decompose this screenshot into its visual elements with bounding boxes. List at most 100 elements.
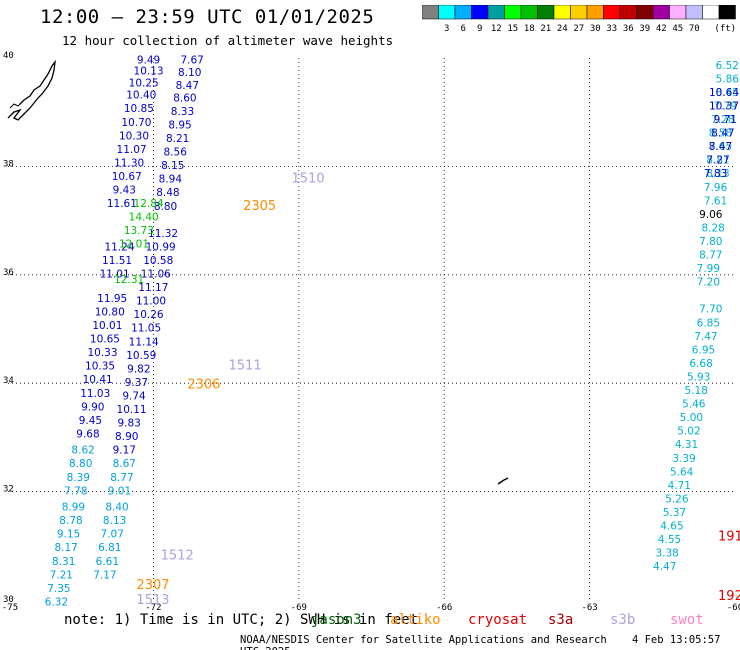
pass-time-label: 2306 [187, 378, 220, 393]
wave-height-value: 8.67 [113, 458, 136, 470]
wave-height-value: 4.65 [660, 521, 683, 533]
wave-height-value: 9.37 [125, 377, 148, 389]
wave-height-value: 7.83 [704, 168, 727, 180]
mission-s3b: s3b [610, 612, 636, 628]
wave-height-value: 8.45 [716, 87, 739, 99]
wave-height-value: 10.26 [134, 309, 164, 321]
wave-height-value: 7.47 [694, 331, 717, 343]
wave-height-value: 8.48 [156, 187, 179, 199]
scale-label: 30 [590, 24, 601, 34]
wave-height-value: 9.45 [79, 415, 102, 427]
wave-height-value: 7.67 [180, 54, 203, 66]
wave-height-value: 7.35 [47, 583, 70, 595]
wave-height-value: 10.33 [87, 347, 117, 359]
wave-height-value: 8.81 [706, 155, 729, 167]
pass-time-label: 1513 [136, 593, 169, 608]
wave-height-value: 5.02 [677, 426, 700, 438]
wave-height-value: 5.64 [670, 466, 694, 478]
x-tick-label: -60 [727, 603, 740, 613]
island [497, 477, 509, 485]
wave-height-value: 11.95 [97, 293, 127, 305]
scale-label: 21 [540, 24, 551, 34]
scale-label: 3 [444, 24, 449, 34]
wave-height-value: 10.70 [121, 117, 151, 129]
wave-height-value: 11.14 [129, 336, 159, 348]
wave-height-value: 6.52 [716, 60, 739, 72]
wave-height-value: 8.13 [706, 168, 729, 180]
wave-height-value: 6.95 [692, 344, 715, 356]
scale-unit: (ft) [714, 24, 736, 34]
x-tick-label: -72 [145, 603, 161, 613]
scale-label: 6 [461, 24, 466, 34]
wave-height-value: 9.68 [76, 428, 99, 440]
pass-time-label: 1510 [292, 172, 325, 187]
wave-height-value: 8.28 [701, 222, 724, 234]
wave-height-value: 12.84 [134, 198, 164, 210]
wave-height-value: 3.39 [672, 453, 695, 465]
wave-height-value: 10.59 [126, 350, 156, 362]
wave-height-value: 7.65 [709, 141, 732, 153]
wave-height-value: 11.01 [100, 269, 130, 281]
x-tick-label: -63 [581, 603, 597, 613]
pass-time-label: 1919 [718, 529, 740, 544]
wave-height-value: 10.80 [95, 306, 125, 318]
y-tick-label: 40 [3, 51, 14, 61]
wave-height-value: 8.39 [67, 472, 90, 484]
wave-height-value: 10.40 [126, 90, 156, 102]
coastline [7, 59, 56, 121]
wave-height-value: 7.80 [699, 236, 722, 248]
wave-height-value: 8.60 [173, 92, 196, 104]
wave-height-value: 7.78 [64, 485, 87, 497]
wave-height-value: 8.58 [709, 128, 732, 140]
pass-time-label: 2305 [243, 199, 276, 214]
wave-height-value: 8.99 [62, 502, 85, 514]
wave-height-value: 8.95 [168, 119, 191, 131]
wave-height-value: 5.86 [716, 73, 740, 85]
wave-height-value: 8.10 [178, 67, 201, 79]
page-title: 12:00 – 23:59 UTC 01/01/2025 [40, 6, 375, 28]
wave-height-value: 10.99 [146, 241, 176, 253]
scale-label: 70 [689, 24, 700, 34]
wave-height-value: 10.01 [92, 320, 122, 332]
wave-height-value: 10.58 [143, 255, 173, 267]
wave-height-value: 11.32 [148, 228, 178, 240]
wave-height-value: 11.17 [138, 282, 168, 294]
wave-height-value: 7.96 [704, 182, 728, 194]
wave-height-value: 10.64 [709, 87, 739, 99]
wave-height-color-scale: 3 6 9 12 15 18 21 24 27 30 33 36 39 42 45 70 (ft) [422, 5, 736, 34]
mission-swot: swot [670, 612, 704, 628]
wave-height-value: 7.70 [699, 304, 722, 316]
wave-height-value: 10.25 [129, 78, 159, 90]
wave-height-value: 10.13 [134, 65, 164, 77]
y-tick-label: 34 [3, 376, 14, 386]
wave-height-value: 7.28 [711, 114, 734, 126]
wave-height-value: 8.47 [711, 128, 734, 140]
pass-time-label: 1512 [161, 548, 194, 563]
wave-height-value: 8.80 [69, 458, 92, 470]
wave-height-value: 8.94 [159, 174, 183, 186]
wave-height-value: 9.82 [127, 363, 150, 375]
wave-height-value: 8.78 [59, 515, 82, 527]
y-tick-label: 38 [3, 159, 14, 169]
mission-s3a: s3a [548, 612, 574, 628]
wave-height-value: 7.20 [697, 277, 720, 289]
wave-height-value: 6.85 [697, 317, 720, 329]
wave-height-value: 11.03 [80, 388, 110, 400]
coastline-detail [9, 101, 23, 109]
wave-height-value: 8.80 [154, 201, 177, 213]
wave-height-value: 5.46 [682, 399, 706, 411]
x-tick-label: -66 [436, 603, 452, 613]
wave-height-value: 11.00 [136, 296, 166, 308]
wave-height-value: 10.65 [90, 334, 120, 346]
wave-height-value: 4.71 [668, 480, 691, 492]
wave-height-value: 7.99 [697, 263, 720, 275]
wave-height-value: 11.30 [114, 157, 144, 169]
wave-height-value: 10.41 [83, 374, 113, 386]
wave-height-value: 9.74 [122, 390, 146, 402]
scale-label: 36 [623, 24, 634, 34]
y-tick-label: 32 [3, 485, 14, 495]
wave-height-value: 8.33 [171, 106, 194, 118]
wave-height-value: 11.06 [141, 269, 171, 281]
wave-height-value: 5.93 [687, 371, 710, 383]
